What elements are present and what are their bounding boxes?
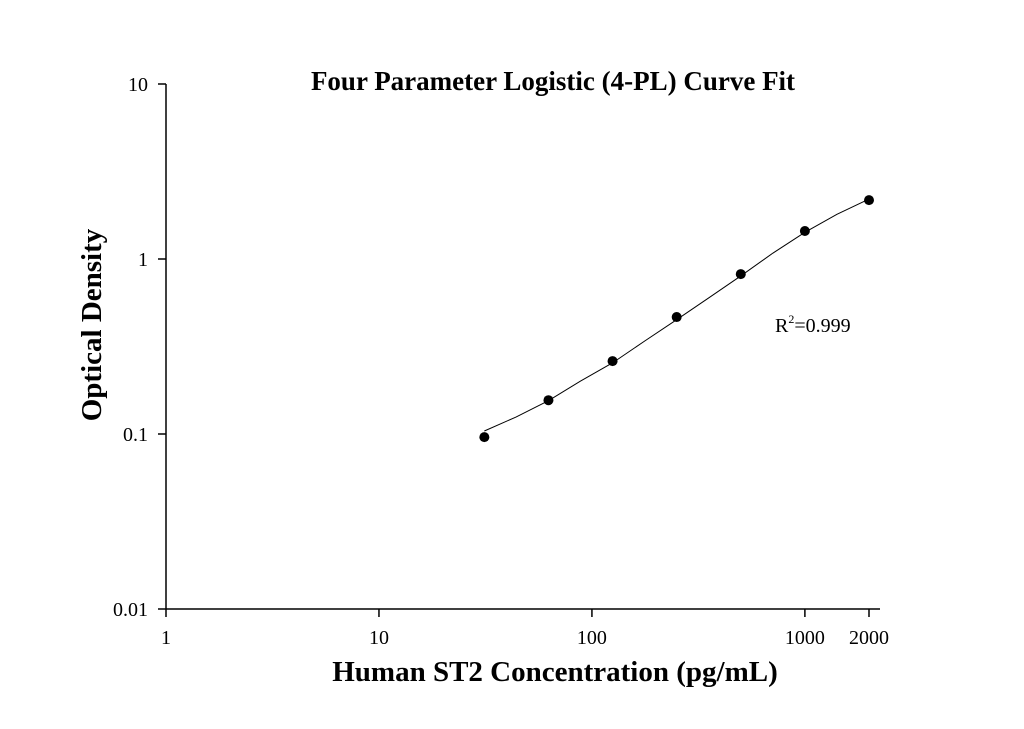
y-tick-label: 1 [138, 249, 148, 271]
data-point [607, 356, 618, 367]
x-tick-label: 1 [161, 627, 171, 649]
x-tick-label: 2000 [849, 627, 889, 649]
x-tick-label: 1000 [785, 627, 825, 649]
x-axis-title: Human ST2 Concentration (pg/mL) [332, 656, 778, 688]
data-point [479, 432, 490, 443]
annotation-r: R [775, 315, 789, 337]
data-point [735, 269, 746, 280]
x-tick-label: 100 [577, 627, 607, 649]
y-tick-label: 10 [128, 74, 148, 96]
annotation: R2=0.999 [775, 312, 851, 337]
data-point [543, 395, 554, 406]
data-point [864, 195, 874, 206]
data-point [799, 226, 810, 237]
chart-title: Four Parameter Logistic (4-PL) Curve Fit [311, 66, 795, 96]
y-axis-title: Optical Density [76, 228, 108, 421]
y-tick-label: 0.1 [123, 424, 148, 446]
annotation-sup: 2 [788, 312, 794, 326]
y-tick-label: 0.01 [113, 599, 148, 621]
x-tick-label: 10 [369, 627, 389, 649]
data-point [671, 312, 682, 323]
annotation-value: =0.999 [794, 315, 850, 337]
